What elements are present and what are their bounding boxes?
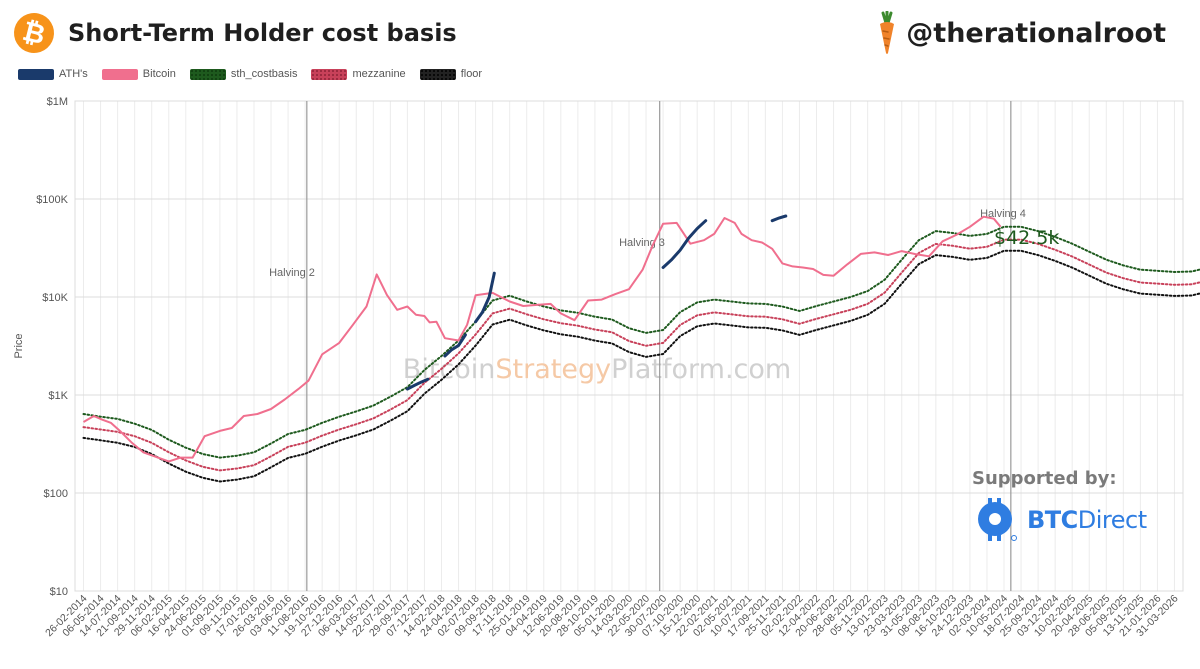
legend-item-bitcoin[interactable]: Bitcoin [101, 68, 176, 80]
series-line-aths [405, 377, 430, 391]
header: ₿ Short-Term Holder cost basis [9, 8, 457, 58]
y-tick-label: $10 [50, 586, 68, 598]
series-line-aths [474, 271, 496, 324]
halving-label: Halving 3 [619, 237, 665, 249]
y-tick-label: $100 [44, 488, 68, 500]
page-title: Short-Term Holder cost basis [68, 19, 457, 47]
y-tick-label: $1M [47, 96, 68, 108]
sponsor-brand-bold: BTC [1027, 506, 1078, 534]
sponsor-brand-rest: Direct [1077, 506, 1147, 534]
legend-label: mezzanine [352, 68, 406, 80]
carrot-icon [880, 11, 895, 54]
series-line-aths [770, 214, 788, 223]
y-tick-label: $1K [48, 390, 68, 402]
legend-item-mezzanine[interactable]: mezzanine [311, 68, 406, 80]
legend-label: sth_costbasis [230, 68, 298, 80]
series-line-aths [443, 333, 467, 358]
watermark-part: Platform.com [611, 354, 791, 385]
legend-item-sth-costbasis[interactable]: sth_costbasis [189, 68, 298, 80]
chart-legend: ATH's Bitcoin sth_costbasis mezzanine fl… [18, 68, 496, 80]
series-line-sth-costbasis [82, 225, 1200, 459]
legend-swatch-sth-costbasis [189, 68, 226, 80]
handle-text: @therationalroot [906, 17, 1166, 49]
legend-swatch-aths [18, 68, 54, 80]
halving-label: Halving 2 [269, 267, 315, 279]
series-line-mezzanine [82, 238, 1200, 472]
author-handle: @therationalroot [874, 10, 1166, 56]
series-line-aths [661, 219, 708, 269]
series-line-floor [82, 249, 1200, 483]
sponsor-label: Supported by: [972, 468, 1117, 489]
legend-label: Bitcoin [142, 68, 176, 80]
price-callout: $42.5k [994, 227, 1059, 249]
sponsor-brand: BTCDirect [1027, 506, 1147, 534]
watermark: BitcoinStrategyPlatform.com [403, 354, 791, 385]
legend-swatch-bitcoin [101, 68, 138, 80]
btcdirect-logo-icon [978, 498, 1017, 541]
series-line-bitcoin [82, 215, 1002, 463]
halving-label: Halving 4 [980, 208, 1026, 220]
y-tick-label: $10K [42, 292, 68, 304]
watermark-part-accent: Strategy [495, 354, 611, 385]
y-axis-title: Price [13, 333, 25, 358]
legend-item-aths[interactable]: ATH's [18, 68, 88, 80]
legend-label: ATH's [59, 68, 88, 80]
legend-swatch-mezzanine [311, 68, 348, 80]
sponsor-logo[interactable]: BTCDirect [975, 497, 1147, 543]
legend-swatch-floor [419, 68, 456, 80]
legend-label: floor [460, 68, 483, 80]
y-tick-label: $100K [36, 194, 68, 206]
legend-item-floor[interactable]: floor [419, 68, 483, 80]
watermark-part: Bitcoin [403, 354, 496, 385]
